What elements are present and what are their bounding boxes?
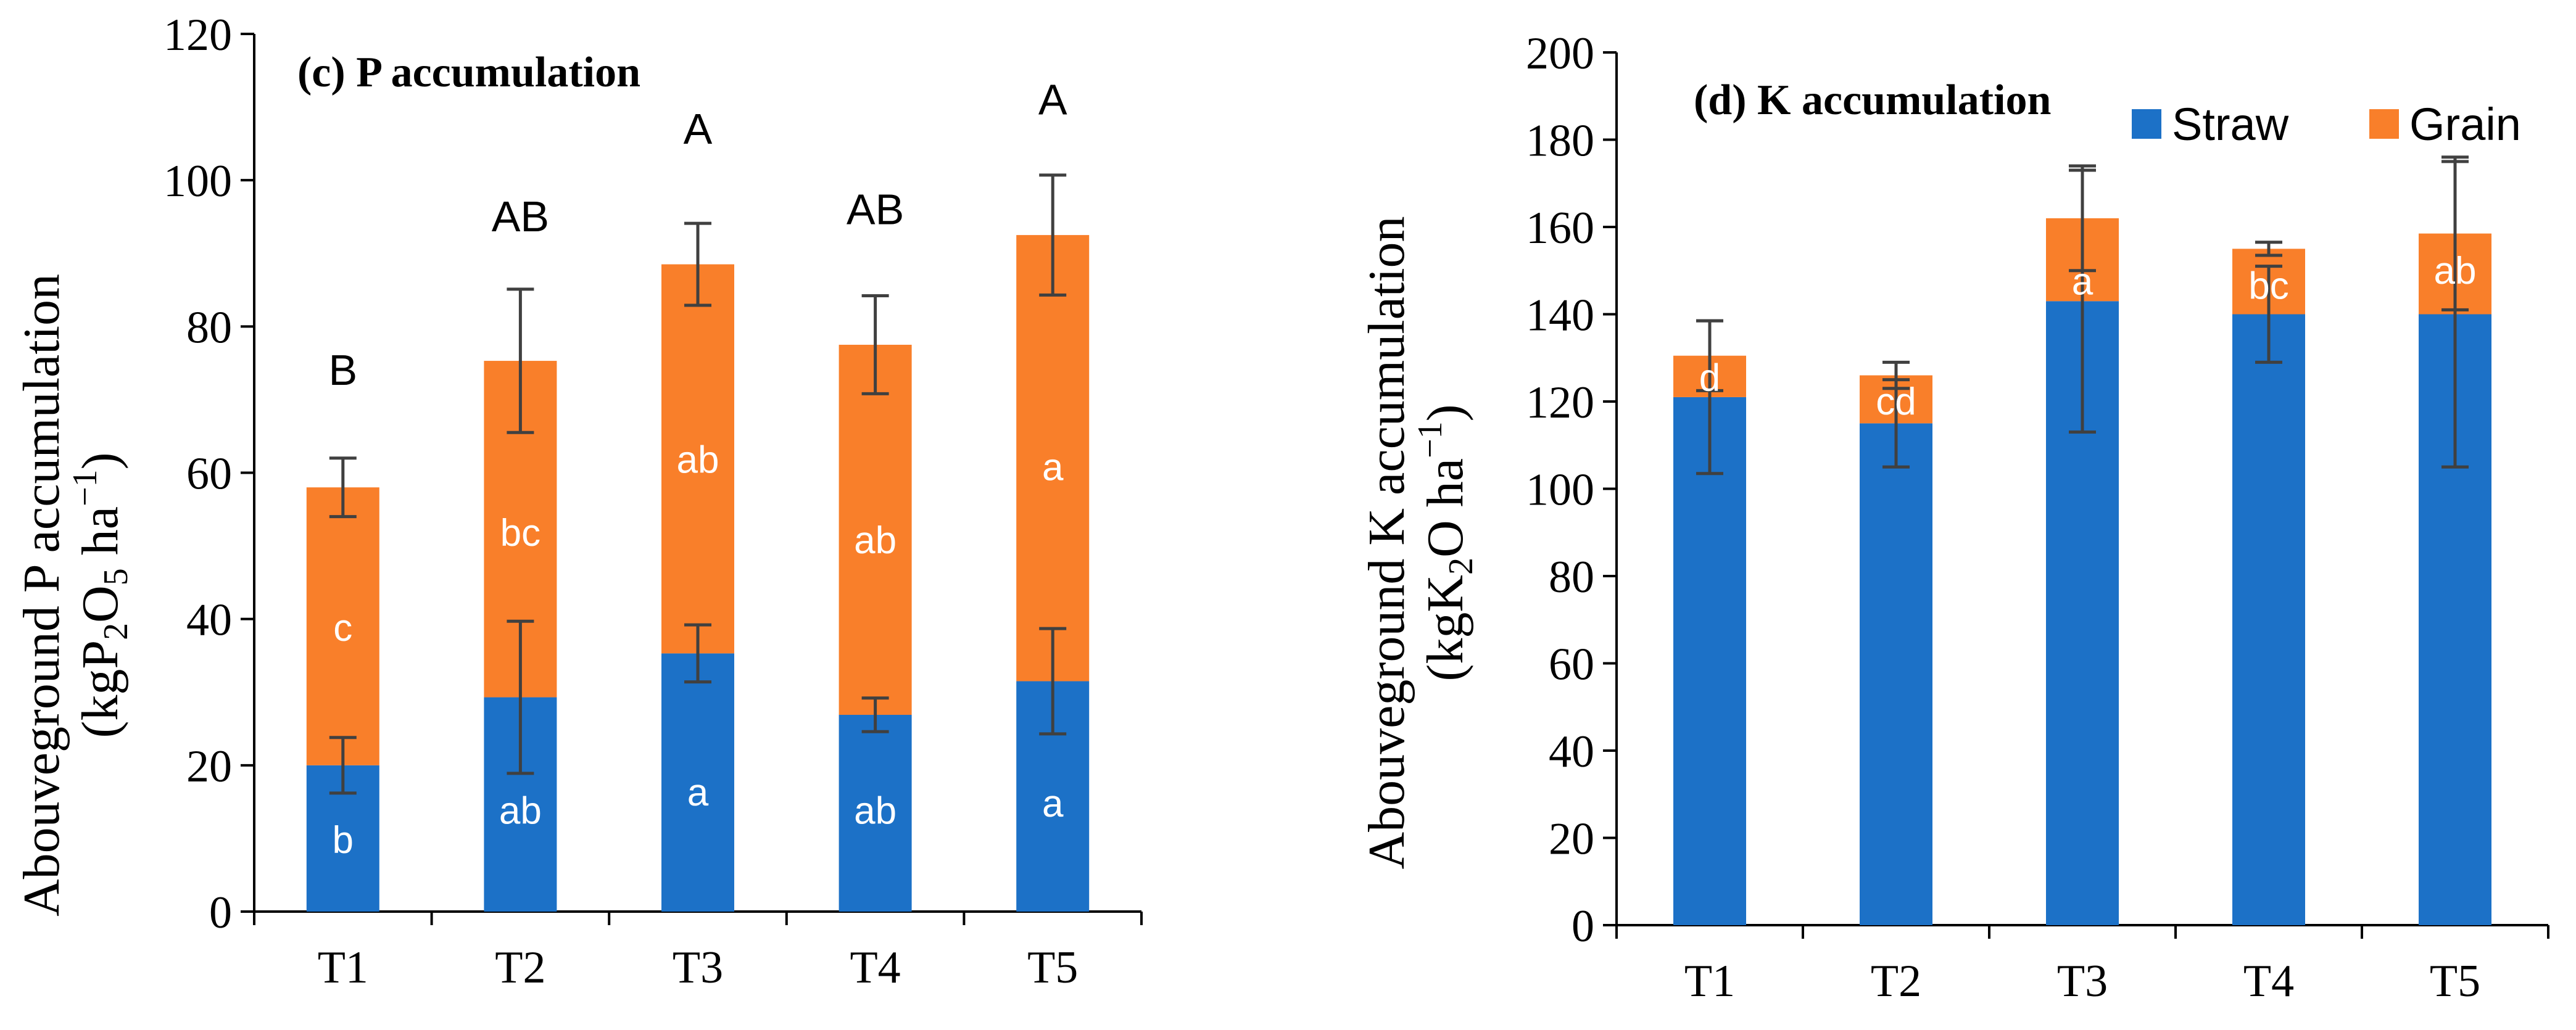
grain-significance-label: c xyxy=(333,607,352,649)
x-tick-label: T2 xyxy=(495,942,545,993)
total-significance-label: AB xyxy=(492,192,549,241)
grain-significance-label: a xyxy=(2072,261,2094,303)
x-tick-label: T1 xyxy=(318,942,368,993)
y-tick-label: 20 xyxy=(186,741,232,792)
y-label-pre: (kgP xyxy=(72,640,129,738)
grain-significance-label: cd xyxy=(1876,381,1916,423)
bar-grain xyxy=(306,487,379,765)
straw-significance-label: b xyxy=(333,819,354,862)
y-label-close: ) xyxy=(72,452,129,469)
bar-grain xyxy=(1016,235,1090,682)
grain-significance-label: bc xyxy=(2248,265,2288,308)
y-axis-label-line2: (kgP2O5 ha−1) xyxy=(66,452,135,738)
bar-straw xyxy=(1860,423,1932,925)
y-tick-label: 40 xyxy=(186,595,232,646)
total-significance-label: A xyxy=(1038,75,1067,123)
y-axis-label-line1: Abouveground P accumulation xyxy=(13,274,70,917)
grain-significance-label: a xyxy=(1042,446,1064,488)
y-tick-label: 60 xyxy=(186,449,232,500)
legend-swatch-grain xyxy=(2369,109,2399,139)
y-axis-label-line2: (kgK2O ha−1) xyxy=(1411,404,1480,681)
y-tick-label: 200 xyxy=(1526,28,1594,79)
total-significance-label: B xyxy=(328,346,357,394)
y-tick-label: 60 xyxy=(1549,640,1594,690)
legend-label-grain: Grain xyxy=(2409,99,2521,150)
y-label-sup: −1 xyxy=(1411,421,1449,458)
x-tick-label: T2 xyxy=(1871,956,1921,1007)
straw-significance-label: a xyxy=(687,772,709,814)
y-tick-label: 40 xyxy=(1549,727,1594,777)
y-tick-label: 80 xyxy=(1549,552,1594,603)
plot-area: 020406080100120bcBT1abbcABT2aabAT3ababAB… xyxy=(164,10,1143,993)
straw-significance-label: a xyxy=(1042,783,1064,825)
y-label-sub1: 2 xyxy=(97,623,135,640)
legend-swatch-straw xyxy=(2132,109,2161,139)
y-label-sup: −1 xyxy=(66,469,104,506)
y-tick-label: 120 xyxy=(1526,377,1594,428)
y-tick-label: 120 xyxy=(164,10,232,60)
y-tick-label: 20 xyxy=(1549,814,1594,865)
chart-k-accumulation: Abouveground K accumulation (kgK2O ha−1)… xyxy=(1358,28,2549,1007)
chart-title: (d) K accumulation xyxy=(1694,76,2051,124)
bar-grain xyxy=(839,344,912,715)
y-tick-label: 100 xyxy=(164,156,232,207)
y-label-sub2: 5 xyxy=(97,568,135,585)
y-label-close: ) xyxy=(1417,404,1474,421)
straw-significance-label: ab xyxy=(854,790,897,833)
y-label-sub1: 2 xyxy=(1442,558,1480,575)
bar-grain xyxy=(661,264,734,654)
grain-significance-label: ab xyxy=(854,519,897,562)
x-tick-label: T4 xyxy=(2243,956,2294,1007)
chart-title: (c) P accumulation xyxy=(297,49,640,96)
y-label-mid: O xyxy=(1417,520,1474,558)
chart-p-accumulation: Abouveground P accumulation (kgP2O5 ha−1… xyxy=(13,10,1143,993)
legend: Straw Grain xyxy=(2132,99,2521,150)
y-axis-label: Abouveground K accumulation (kgK2O ha−1) xyxy=(1358,216,1480,869)
y-tick-label: 160 xyxy=(1526,203,1594,253)
bar-straw xyxy=(839,715,912,912)
x-tick-label: T4 xyxy=(850,942,900,993)
total-significance-label: AB xyxy=(847,185,904,233)
total-significance-label: A xyxy=(684,105,713,153)
x-tick-label: T3 xyxy=(673,942,723,993)
y-tick-label: 0 xyxy=(209,888,232,938)
grain-significance-label: ab xyxy=(677,439,719,482)
y-tick-label: 180 xyxy=(1526,116,1594,167)
y-axis-label-line1: Abouveground K accumulation xyxy=(1358,216,1415,869)
y-label-post: ha xyxy=(1417,458,1474,520)
x-tick-label: T1 xyxy=(1684,956,1735,1007)
legend-label-straw: Straw xyxy=(2172,99,2289,150)
y-label-post: ha xyxy=(72,506,129,568)
grain-significance-label: ab xyxy=(2434,250,2477,292)
y-label-pre: (kgK xyxy=(1417,575,1474,682)
bar-straw xyxy=(661,653,734,912)
grain-significance-label: bc xyxy=(500,512,540,554)
y-tick-label: 80 xyxy=(186,302,232,353)
bar-straw xyxy=(2232,314,2305,925)
y-tick-label: 140 xyxy=(1526,290,1594,341)
x-tick-label: T3 xyxy=(2057,956,2108,1007)
y-tick-label: 100 xyxy=(1526,465,1594,516)
x-tick-label: T5 xyxy=(1027,942,1078,993)
y-axis-label: Abouveground P accumulation (kgP2O5 ha−1… xyxy=(13,274,135,917)
y-label-mid: O xyxy=(72,585,129,623)
straw-significance-label: ab xyxy=(499,790,542,833)
y-tick-label: 0 xyxy=(1572,901,1594,952)
bar-straw xyxy=(1673,397,1746,925)
grain-significance-label: d xyxy=(1699,356,1720,399)
plot-area: 0 20 40 60 80 100 120 140 160 180 200 d T1 cd T2 a T3 bc T… xyxy=(1526,28,2549,1007)
x-tick-label: T5 xyxy=(2430,956,2480,1007)
